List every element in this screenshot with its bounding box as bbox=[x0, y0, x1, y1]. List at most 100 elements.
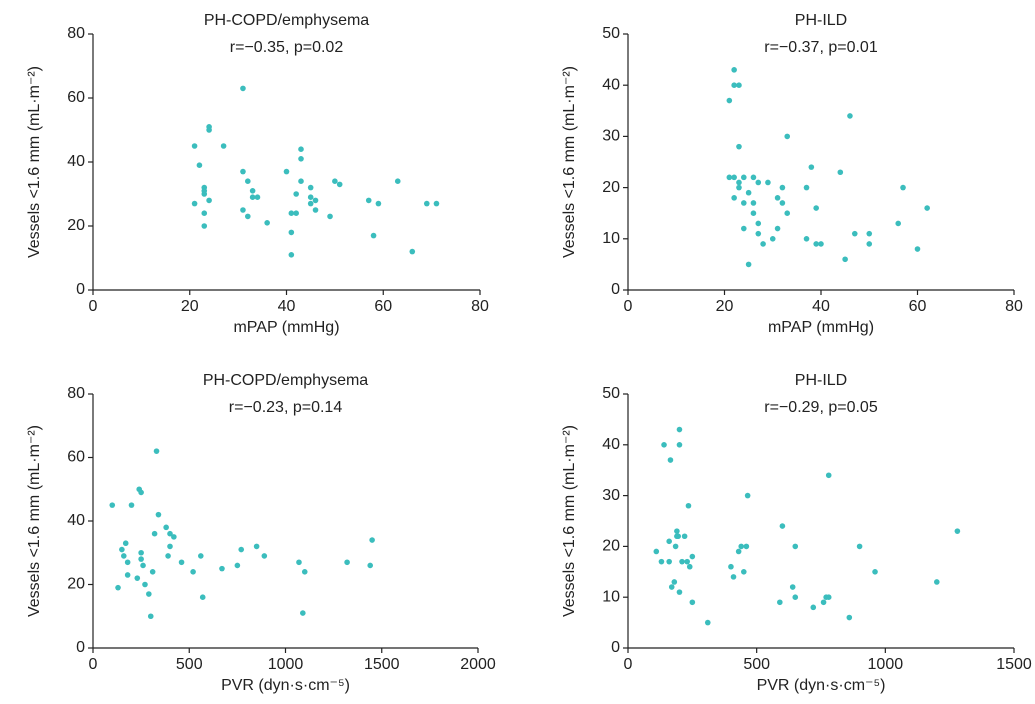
data-point bbox=[240, 85, 246, 92]
y-tick-label: 20 bbox=[67, 576, 85, 593]
data-point bbox=[298, 156, 304, 162]
data-point bbox=[704, 619, 711, 626]
data-point bbox=[731, 67, 737, 73]
data-point bbox=[736, 82, 742, 88]
x-tick-label: 0 bbox=[624, 656, 633, 673]
data-point bbox=[813, 241, 819, 247]
data-point bbox=[163, 524, 169, 531]
data-point bbox=[726, 174, 733, 181]
data-point bbox=[365, 197, 372, 204]
x-tick-label: 1000 bbox=[268, 656, 304, 673]
x-tick-label: 40 bbox=[812, 298, 830, 315]
data-point bbox=[301, 569, 308, 575]
data-point bbox=[846, 614, 853, 621]
data-point bbox=[671, 579, 678, 585]
data-point bbox=[238, 546, 245, 553]
data-point bbox=[245, 178, 251, 184]
y-tick-label: 80 bbox=[67, 385, 85, 402]
y-tick-label: 0 bbox=[76, 281, 85, 298]
data-point bbox=[147, 613, 154, 620]
data-point bbox=[171, 534, 177, 540]
data-point bbox=[681, 533, 688, 540]
data-point bbox=[165, 553, 171, 559]
y-tick-label: 0 bbox=[611, 281, 620, 298]
data-point bbox=[731, 174, 737, 181]
data-point bbox=[191, 143, 198, 149]
data-point bbox=[240, 168, 246, 175]
data-point bbox=[731, 195, 737, 201]
data-point bbox=[661, 442, 667, 448]
x-tick-label: 60 bbox=[909, 298, 927, 315]
data-point bbox=[810, 604, 817, 611]
data-point bbox=[288, 252, 295, 258]
data-point bbox=[124, 572, 131, 578]
data-point bbox=[676, 442, 683, 448]
data-point bbox=[109, 502, 116, 508]
chart-title: PH-COPD/emphysema bbox=[204, 12, 369, 29]
data-point bbox=[668, 584, 675, 590]
data-point bbox=[676, 589, 683, 595]
y-axis-label: Vessels <1.6 mm (mL·m⁻²) bbox=[561, 66, 578, 258]
y-tick-label: 20 bbox=[602, 538, 620, 555]
data-point bbox=[124, 559, 131, 566]
data-point bbox=[196, 162, 203, 168]
data-point bbox=[779, 200, 786, 206]
x-tick-label: 1500 bbox=[996, 656, 1032, 673]
data-point bbox=[730, 574, 737, 580]
data-point bbox=[249, 194, 256, 200]
data-point bbox=[190, 569, 196, 575]
data-point bbox=[792, 543, 799, 550]
data-point bbox=[743, 543, 750, 550]
data-point bbox=[779, 523, 786, 529]
data-point bbox=[808, 164, 815, 170]
data-point bbox=[735, 548, 742, 555]
data-point bbox=[851, 230, 858, 237]
data-point bbox=[206, 197, 212, 204]
x-tick-label: 60 bbox=[374, 298, 392, 315]
data-point bbox=[122, 540, 129, 547]
y-tick-label: 20 bbox=[602, 179, 620, 196]
data-point bbox=[666, 558, 672, 565]
data-point bbox=[750, 200, 757, 206]
data-point bbox=[134, 575, 141, 581]
data-point bbox=[245, 213, 251, 220]
data-point bbox=[726, 97, 733, 104]
data-point bbox=[825, 594, 832, 600]
data-point bbox=[666, 538, 672, 545]
data-point bbox=[755, 230, 762, 237]
data-point bbox=[293, 191, 299, 197]
x-axis-label: PVR (dyn·s·cm⁻⁵) bbox=[221, 677, 350, 694]
data-point bbox=[914, 246, 921, 252]
data-point bbox=[741, 569, 747, 575]
data-point bbox=[803, 236, 810, 242]
data-point bbox=[153, 448, 160, 454]
chart-subtitle: r=−0.35, p=0.02 bbox=[230, 39, 344, 56]
data-point bbox=[750, 210, 757, 216]
data-point bbox=[332, 178, 338, 184]
x-tick-label: 500 bbox=[176, 656, 203, 673]
data-point bbox=[684, 558, 690, 565]
x-axis-label: PVR (dyn·s·cm⁻⁵) bbox=[757, 677, 886, 694]
y-tick-label: 60 bbox=[67, 89, 85, 106]
data-point bbox=[856, 543, 863, 550]
data-point bbox=[728, 563, 734, 570]
y-tick-label: 40 bbox=[602, 436, 620, 453]
data-point bbox=[344, 559, 350, 566]
data-point bbox=[199, 594, 206, 600]
data-point bbox=[327, 213, 333, 220]
data-point bbox=[300, 610, 306, 616]
data-point bbox=[201, 223, 208, 229]
data-point bbox=[789, 584, 796, 590]
data-point bbox=[784, 133, 791, 140]
data-point bbox=[685, 502, 692, 509]
y-tick-label: 10 bbox=[602, 588, 620, 605]
data-point bbox=[745, 261, 752, 268]
data-point bbox=[818, 241, 824, 247]
x-tick-label: 20 bbox=[716, 298, 734, 315]
data-point bbox=[866, 230, 873, 237]
data-point bbox=[736, 184, 742, 191]
data-point bbox=[296, 559, 302, 566]
data-point bbox=[866, 241, 873, 247]
data-point bbox=[409, 248, 416, 255]
